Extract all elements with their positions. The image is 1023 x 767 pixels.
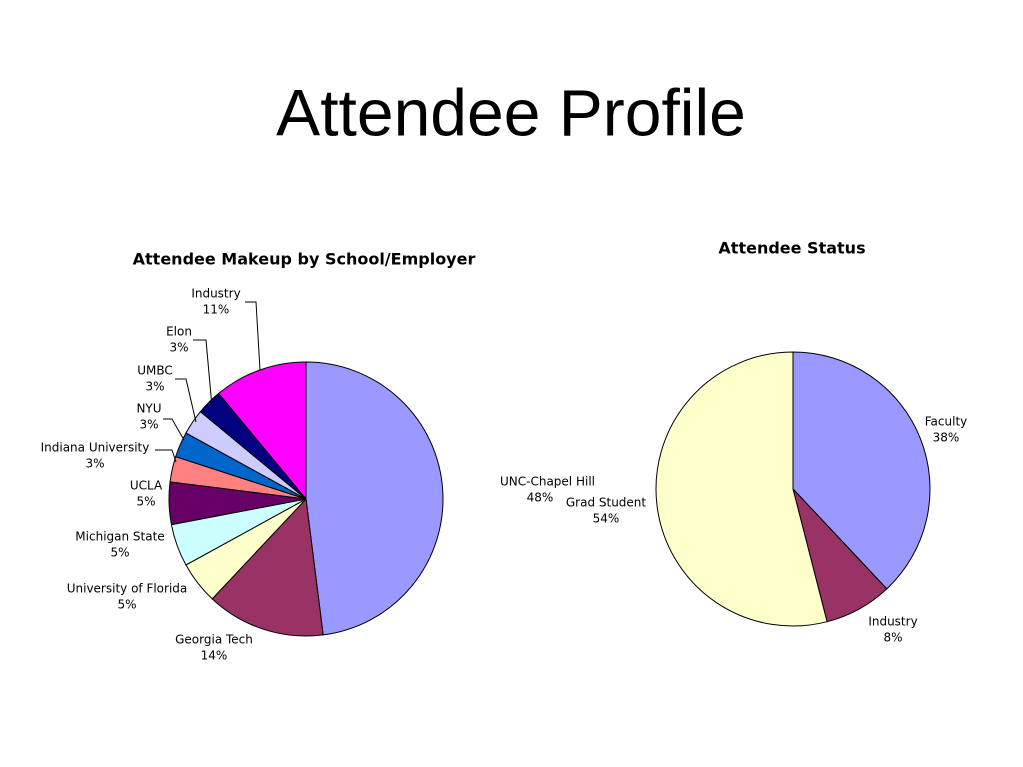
slice-label: Georgia Tech — [175, 633, 253, 647]
chart-title: Attendee Makeup by School/Employer — [133, 250, 476, 269]
slice-value-label: 3% — [169, 341, 188, 355]
pie-slice — [211, 497, 324, 637]
slice-value-label: 3% — [139, 418, 158, 432]
slice-label: Industry — [868, 615, 917, 629]
slice-value-label: 38% — [933, 431, 960, 445]
slice-value-label: 48% — [527, 491, 554, 505]
slice-label: UMBC — [137, 364, 173, 378]
slice-value-label: 11% — [203, 303, 230, 317]
slice-label: Industry — [191, 287, 240, 301]
slice-value-label: 54% — [593, 512, 620, 526]
slice-label: UNC-Chapel Hill — [500, 475, 595, 489]
slice-value-label: 5% — [117, 598, 136, 612]
slice-label: Elon — [166, 325, 192, 339]
slice-label: Faculty — [925, 415, 968, 429]
slice-value-label: 8% — [883, 631, 902, 645]
slice-label: NYU — [136, 402, 161, 416]
slice-value-label: 3% — [85, 457, 104, 471]
slice-value-label: 3% — [145, 380, 164, 394]
slice-label: University of Florida — [67, 582, 188, 596]
leader-line — [163, 418, 185, 441]
pie-slice — [217, 361, 307, 501]
slice-value-label: 5% — [136, 495, 155, 509]
slide-title: Attendee Profile — [276, 75, 746, 149]
slice-label: Indiana University — [41, 441, 150, 455]
slice-label: Michigan State — [75, 530, 164, 544]
leader-line — [193, 339, 213, 408]
slice-value-label: 5% — [110, 546, 129, 560]
slice-value-label: 14% — [201, 649, 228, 663]
pie-slice — [792, 351, 931, 590]
pie-slice — [305, 361, 444, 636]
leader-line — [155, 449, 177, 463]
leader-line — [175, 378, 197, 423]
pie-slice — [655, 351, 828, 627]
leader-line — [245, 301, 261, 371]
slice-label: UCLA — [130, 479, 163, 493]
chart-title: Attendee Status — [718, 239, 865, 258]
slice-label: Grad Student — [566, 496, 647, 510]
